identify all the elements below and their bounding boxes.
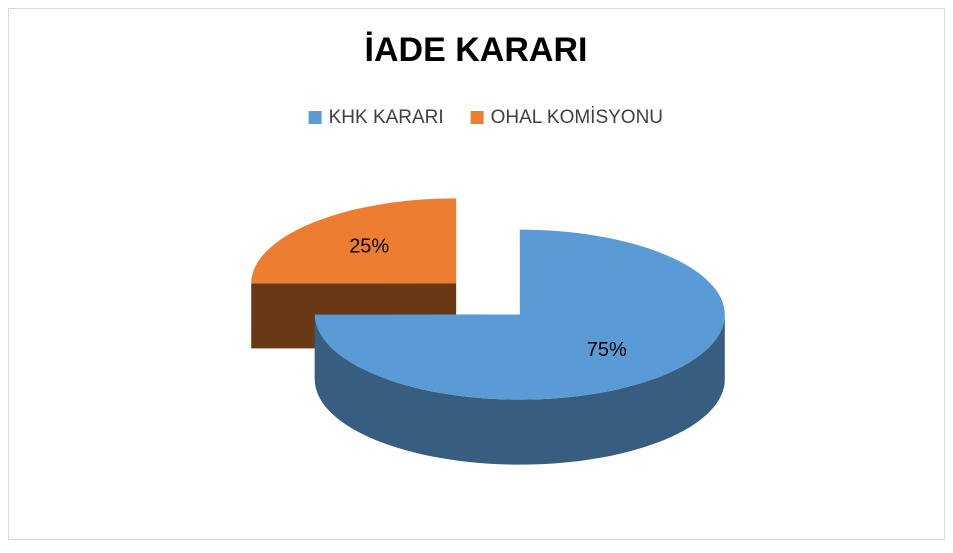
legend-swatch [471,111,484,124]
legend-label: OHAL KOMİSYONU [491,107,663,128]
data-label: 25% [349,236,389,258]
data-label: 75% [587,339,627,361]
chart-title: İADE KARARI [365,31,588,69]
legend-label: KHK KARARI [329,107,444,128]
legend-swatch [309,111,322,124]
